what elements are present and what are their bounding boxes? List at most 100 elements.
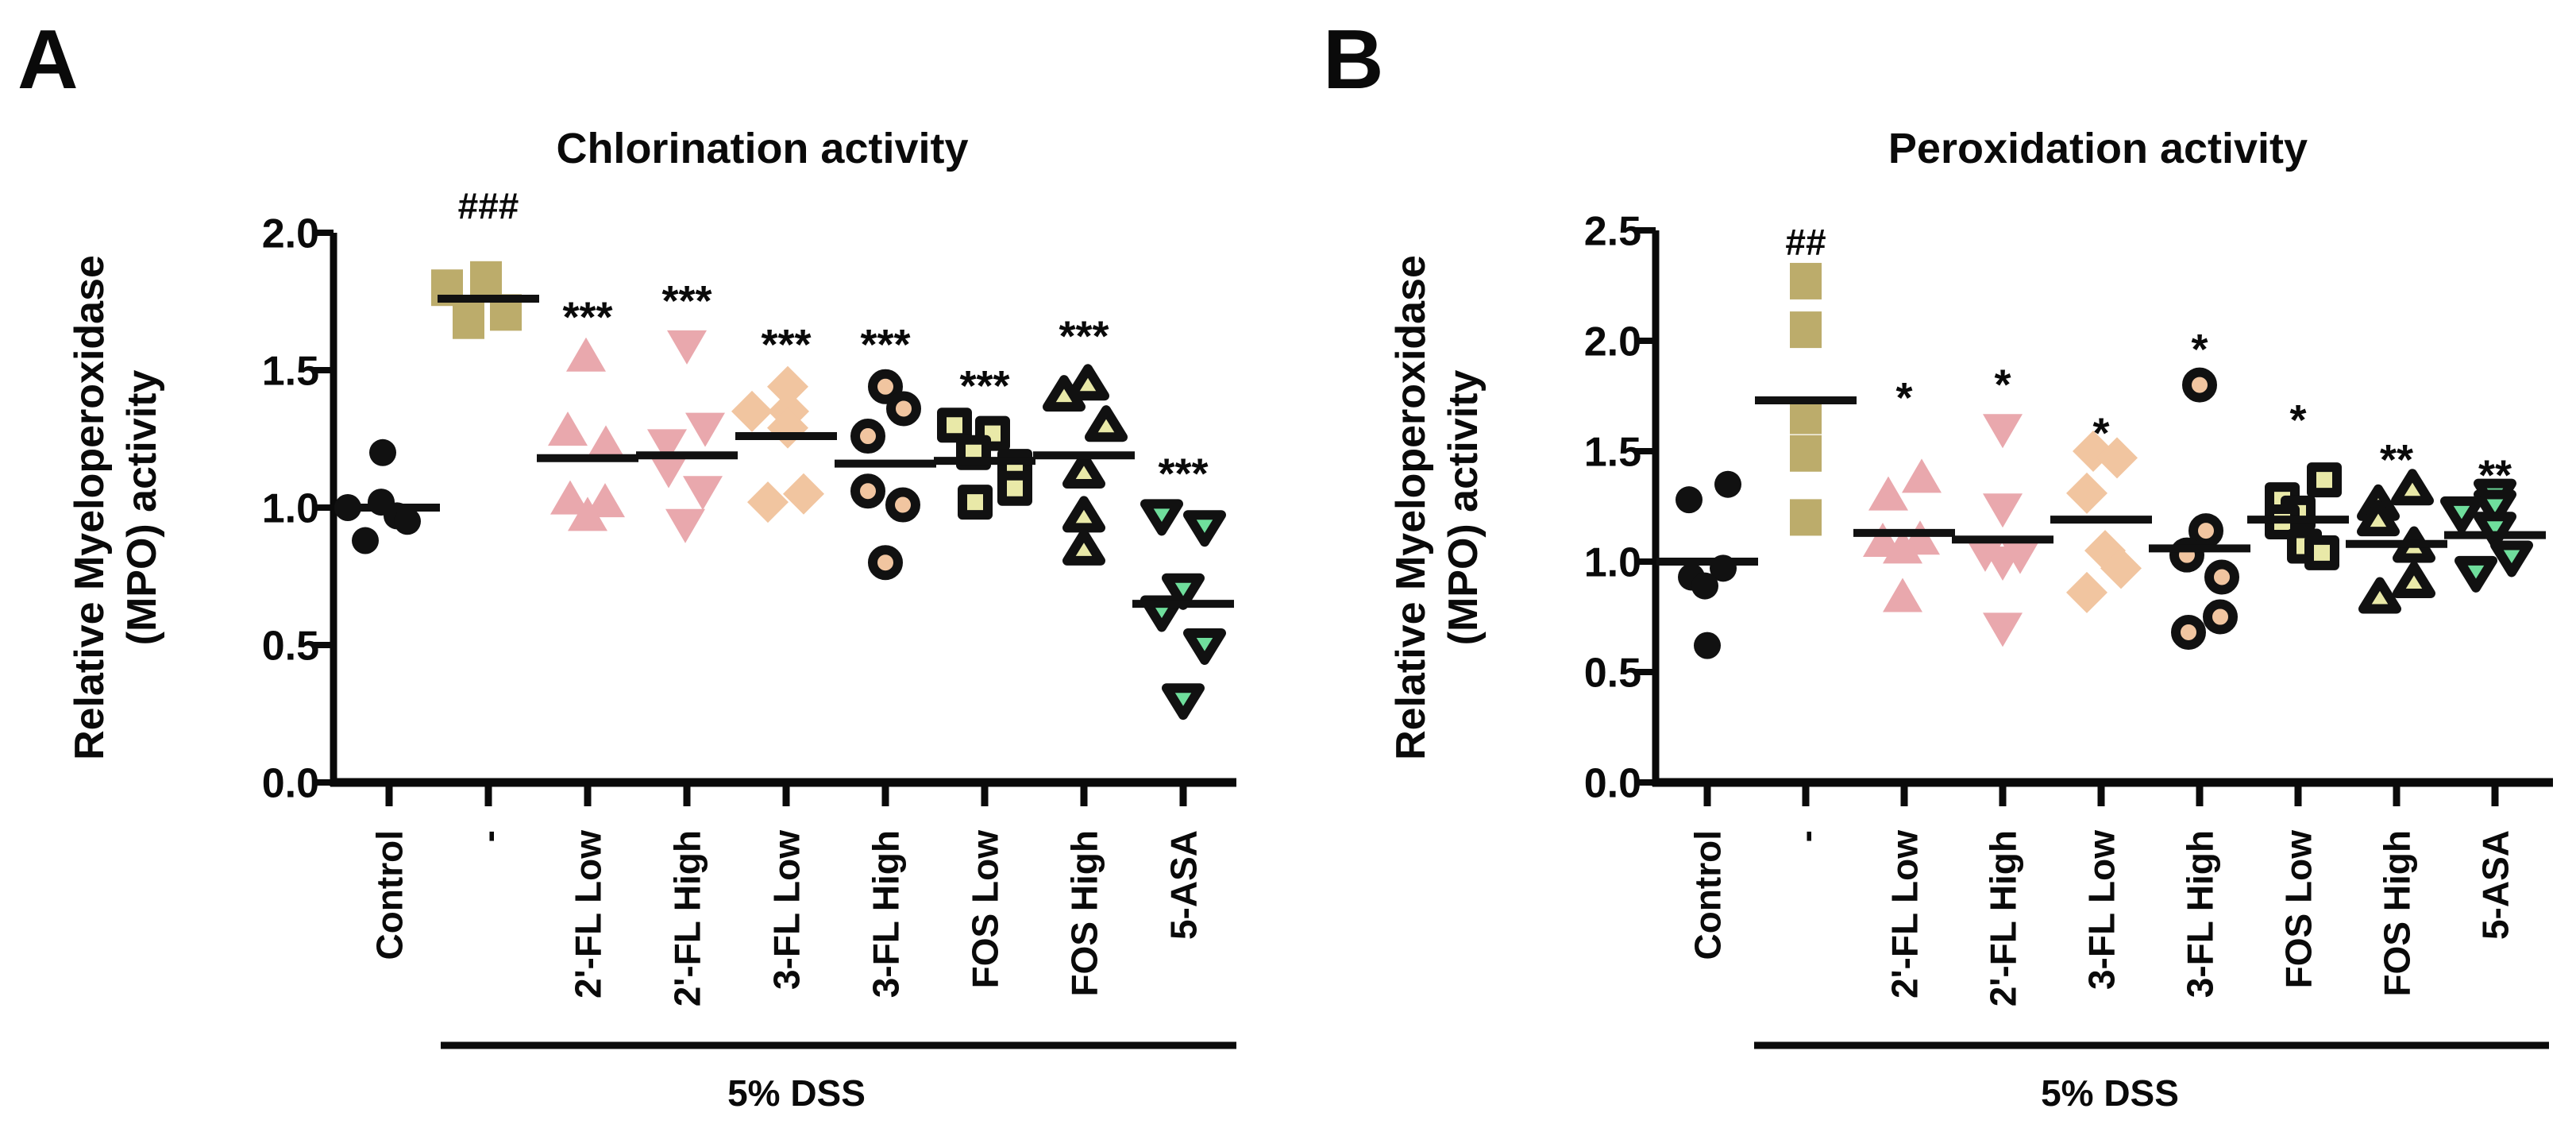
x-category-label: 2'-FL High [1983,830,2024,1006]
group-5-ASA: *** [1132,450,1234,720]
significance-label: ** [2380,436,2413,484]
significance-label: *** [959,362,1009,410]
dss-span-label: 5% DSS [2041,1072,2179,1114]
x-category-label: 2'-FL High [667,830,708,1006]
group--: ## [1755,221,1857,536]
x-category-label: 3-FL High [2180,830,2221,998]
panel-a-title: Chlorination activity [556,125,968,172]
data-point-triangle-outline-yellow [1062,452,1105,489]
data-point-circle-outline-peach [868,545,903,581]
x-category-label: 2'-FL Low [568,830,609,999]
y-tick-label: 1.0 [262,486,319,532]
data-point-triangle-down-outline-green [1183,510,1226,547]
data-point-triangle-pink [1868,476,1908,511]
group-2'-FL Low: * [1853,374,1955,612]
data-point-triangle-outline-yellow [2357,500,2400,537]
data-point-triangle-outline-yellow [1062,528,1105,566]
x-category-label: - [469,830,510,842]
data-point-triangle-pink [1883,578,1922,612]
data-point-triangle-down-outline-green [2474,489,2516,527]
panel-a-ylabel-line1: Relative Myeloperoxidase [67,255,113,760]
data-point-circle-outline-peach [850,419,885,454]
data-point-circle-outline-peach [2171,614,2206,650]
significance-label: * [2092,410,2109,458]
data-point-triangle-pink [586,425,626,460]
group-3-FL High: *** [835,321,936,581]
panel-b-ylabel-line1: Relative Myeloperoxidase [1388,255,1434,760]
data-point-triangle-down-pink [1983,414,2023,449]
group-Control [1656,470,1758,659]
significance-label: *** [1158,450,1208,498]
data-point-circle-outline-peach [2188,513,2223,549]
significance-label: * [2289,396,2306,444]
data-point-circle-black [394,508,421,535]
data-point-circle-outline-peach [868,369,903,404]
data-point-diamond-peach [747,481,789,523]
x-category-label: - [1786,830,1827,842]
panel-b-ylabel-line2: (MPO) activity [1440,370,1487,646]
data-point-square-outline-yellow [958,485,993,520]
data-point-circle-outline-peach [2204,559,2239,595]
data-point-triangle-down-outline-green [1140,499,1183,536]
group-3-FL Low: * [2050,410,2152,613]
data-point-square-khaki [1790,262,1822,299]
significance-label: *** [562,294,612,342]
significance-label: *** [1059,313,1109,361]
significance-label: *** [761,321,811,369]
y-tick-label: 2.5 [1584,209,1641,255]
group-FOS High: ** [2346,436,2447,614]
data-point-square-outline-yellow [997,470,1032,506]
data-point-circle-outline-peach [886,391,921,427]
x-category-label: 3-FL Low [2081,830,2123,990]
significance-label: * [1994,361,2011,408]
data-point-circle-black [1694,632,1721,659]
data-point-triangle-down-pink [1983,612,2023,647]
data-point-triangle-down-outline-green [2490,540,2533,578]
x-category-label: 5-ASA [1163,830,1205,940]
y-tick-label: 0.5 [1584,651,1641,697]
y-tick-label: 2.0 [262,211,319,257]
data-point-triangle-pink [566,337,606,372]
data-point-triangle-down-outline-green [1183,628,1226,665]
panel-a-ylabel-line2: (MPO) activity [119,370,165,646]
data-point-triangle-down-pink [1983,547,2023,581]
data-point-circle-outline-peach [850,473,885,509]
group-3-FL High: * [2149,326,2250,650]
data-point-triangle-outline-yellow [1085,405,1128,442]
data-point-triangle-outline-yellow [2391,469,2434,506]
data-point-circle-outline-peach [2182,367,2217,403]
data-point-square-outline-yellow [937,408,972,443]
panel-b-chart: Peroxidation activity Relative Myelopero… [1388,125,2553,1114]
group-2'-FL High: * [1952,361,2053,647]
group-2'-FL High: *** [636,277,738,543]
data-point-circle-outline-peach [2203,599,2238,635]
data-point-square-khaki [453,302,484,339]
data-point-triangle-outline-yellow [1062,496,1105,533]
significance-label: *** [661,277,711,325]
data-point-triangle-outline-yellow [2393,562,2435,599]
data-point-triangle-pink [1902,458,1942,493]
data-point-square-khaki [1790,311,1822,349]
group-3-FL Low: *** [731,321,837,523]
x-category-label: 3-FL High [866,830,907,998]
data-point-triangle-down-outline-green [1162,573,1205,610]
y-tick-label: 0.0 [1584,761,1641,807]
data-point-triangle-pink [1883,529,1922,564]
data-point-square-khaki [1790,435,1822,472]
data-point-triangle-outline-yellow [2358,577,2401,614]
data-point-triangle-outline-yellow [1066,364,1109,401]
data-point-square-outline-yellow [2304,535,2339,570]
significance-label: * [2191,326,2208,373]
y-tick-label: 1.5 [262,349,319,395]
data-point-triangle-down-pink [685,412,725,447]
data-point-triangle-down-outline-green [1162,683,1205,720]
data-point-square-khaki [470,261,502,298]
panel-b-plot-area: 0.0 0.5 1.0 1.5 2.0 2.5 Control - 2'-FL Low 2'-FL… [1584,209,2553,1114]
data-point-square-khaki [1790,499,1822,536]
x-category-label: 5-ASA [2475,830,2516,940]
data-point-triangle-pink [585,483,625,518]
significance-label: * [1895,374,1912,422]
data-point-triangle-down-outline-green [2474,512,2516,549]
data-point-triangle-down-outline-green [2455,555,2497,593]
